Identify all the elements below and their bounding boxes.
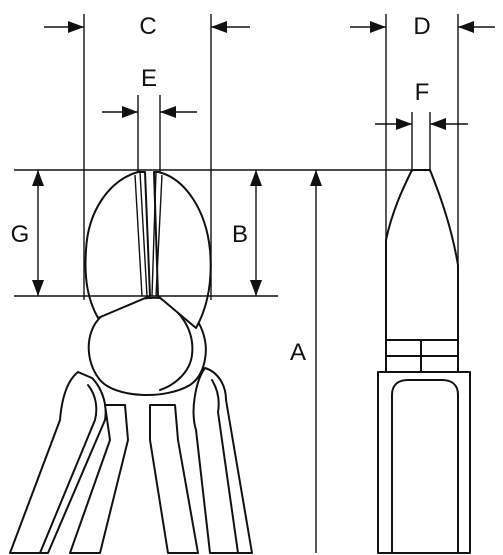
arrow-f-left xyxy=(396,118,412,130)
arrow-b-top xyxy=(250,170,262,186)
left-jaw xyxy=(84,171,151,319)
pliers-front-view xyxy=(9,171,253,554)
left-handle xyxy=(9,371,107,554)
side-tip xyxy=(385,169,459,341)
label-a: A xyxy=(290,339,306,366)
right-handle-inner xyxy=(211,379,239,554)
arrow-a-top xyxy=(310,170,322,186)
arrow-c-right xyxy=(211,21,227,33)
handle-gap-right xyxy=(149,404,199,554)
label-e: E xyxy=(141,65,157,92)
label-c: C xyxy=(139,13,156,40)
arrow-f-right xyxy=(430,118,446,130)
label-g: G xyxy=(11,221,30,248)
arrow-e-left xyxy=(122,106,138,118)
handle-gap xyxy=(69,404,129,554)
jaw-bevel-right xyxy=(155,174,163,297)
right-jaw xyxy=(153,171,212,329)
arrow-d-left xyxy=(370,21,386,33)
side-handle-inner xyxy=(391,379,459,554)
arrow-b-bottom xyxy=(250,280,262,296)
side-joint-split xyxy=(385,339,459,373)
dimension-labels: C E D F G B A xyxy=(11,13,431,366)
left-handle-inner xyxy=(39,384,98,554)
jaw-bevel-left xyxy=(134,174,143,297)
label-b: B xyxy=(232,221,248,248)
arrow-e-right xyxy=(160,106,176,118)
arrow-g-top xyxy=(32,170,44,186)
dimension-lines xyxy=(14,14,495,553)
label-f: F xyxy=(415,79,430,106)
arrow-c-left xyxy=(68,21,84,33)
label-d: D xyxy=(413,13,430,40)
right-handle xyxy=(192,367,253,554)
jaw-edge-right xyxy=(151,171,157,297)
pliers-side-view xyxy=(377,169,471,554)
arrow-g-bottom xyxy=(32,280,44,296)
arrow-d-right xyxy=(458,21,474,33)
jaw-edge-left xyxy=(139,171,148,297)
